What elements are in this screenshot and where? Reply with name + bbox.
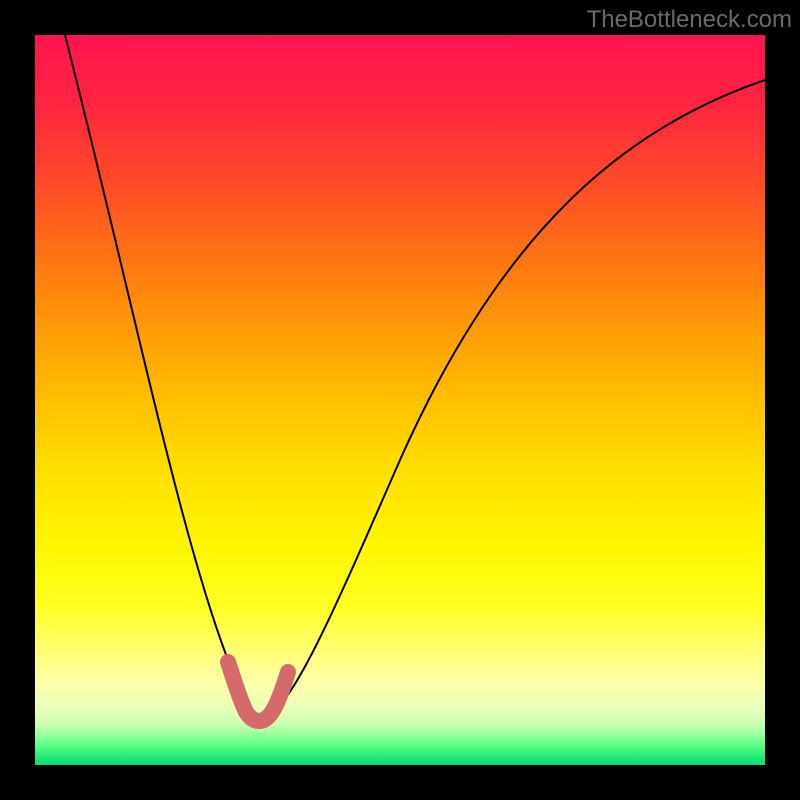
watermark-text: TheBottleneck.com xyxy=(587,6,792,34)
chart-canvas: TheBottleneck.com xyxy=(0,0,800,800)
bottleneck-curve xyxy=(65,35,765,718)
chart-svg xyxy=(0,0,800,800)
optimal-zone-highlight xyxy=(228,662,288,721)
